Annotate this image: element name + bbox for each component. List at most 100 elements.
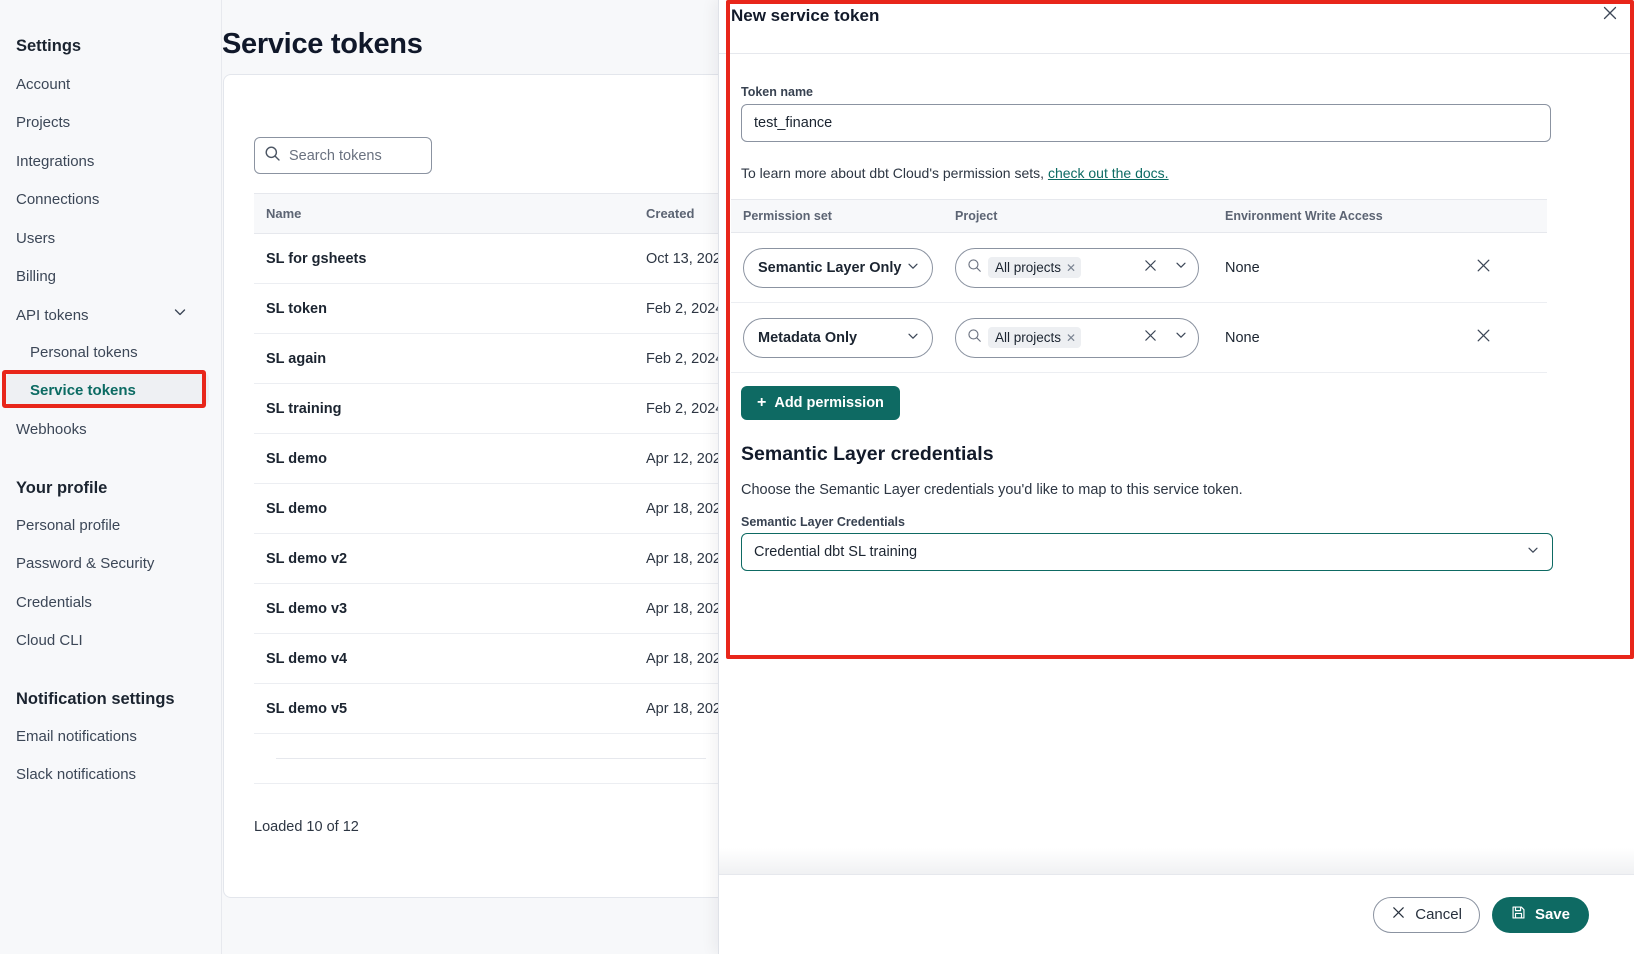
permission-set-value: Semantic Layer Only bbox=[758, 259, 902, 276]
project-chip: All projects ✕ bbox=[988, 257, 1082, 278]
cell-token-name: SL demo v5 bbox=[254, 683, 634, 734]
add-permission-label: Add permission bbox=[774, 395, 884, 411]
sidebar-item-personal-profile[interactable]: Personal profile bbox=[16, 517, 121, 534]
sidebar-item-api-tokens[interactable]: API tokens bbox=[0, 307, 222, 325]
project-chip: All projects ✕ bbox=[988, 327, 1082, 348]
chevron-down-icon bbox=[1526, 543, 1540, 561]
permission-set-cell: Semantic Layer Only bbox=[731, 232, 943, 303]
column-header-environment-write-access: Environment Write Access bbox=[1213, 199, 1463, 233]
search-input[interactable] bbox=[289, 147, 419, 164]
cancel-label: Cancel bbox=[1415, 906, 1462, 923]
cell-token-name: SL demo v2 bbox=[254, 533, 634, 584]
sidebar-item-integrations[interactable]: Integrations bbox=[16, 153, 95, 170]
environment-write-access-value: None bbox=[1213, 302, 1463, 373]
permission-set-value: Metadata Only bbox=[758, 329, 858, 346]
sidebar-item-projects[interactable]: Projects bbox=[16, 114, 71, 131]
modal-title: New service token bbox=[731, 6, 880, 25]
sidebar-heading-your-profile: Your profile bbox=[16, 479, 108, 497]
sidebar-item-users[interactable]: Users bbox=[16, 230, 56, 247]
modal-footer: Cancel Save bbox=[719, 874, 1634, 954]
modal-header: New service token bbox=[719, 0, 1634, 54]
clear-selection-icon[interactable] bbox=[1143, 328, 1158, 348]
project-cell: All projects ✕ bbox=[943, 232, 1213, 303]
permission-docs-helper: To learn more about dbt Cloud's permissi… bbox=[741, 165, 1169, 181]
add-permission-button[interactable]: + Add permission bbox=[741, 386, 900, 420]
sidebar-item-webhooks[interactable]: Webhooks bbox=[16, 421, 87, 438]
table-footer-cell bbox=[254, 733, 706, 784]
cell-token-name: SL token bbox=[254, 283, 634, 334]
cell-token-name: SL demo v4 bbox=[254, 633, 634, 684]
sidebar-item-password-security[interactable]: Password & Security bbox=[16, 555, 155, 572]
token-name-input[interactable] bbox=[741, 104, 1551, 142]
settings-sidebar: Settings Account Projects Integrations C… bbox=[0, 0, 222, 954]
sidebar-item-slack-notifications[interactable]: Slack notifications bbox=[16, 766, 137, 783]
plus-icon: + bbox=[757, 394, 767, 411]
new-service-token-panel: New service token Token name To learn mo… bbox=[718, 0, 1634, 954]
chevron-down-icon[interactable] bbox=[1174, 258, 1188, 277]
sidebar-item-account[interactable]: Account bbox=[16, 76, 71, 93]
search-icon bbox=[967, 258, 982, 278]
save-button[interactable]: Save bbox=[1491, 896, 1589, 933]
sidebar-item-service-tokens[interactable]: Service tokens bbox=[30, 382, 136, 399]
permission-set-select[interactable]: Semantic Layer Only bbox=[743, 247, 933, 288]
chevron-down-icon bbox=[906, 329, 920, 347]
save-label: Save bbox=[1534, 906, 1570, 923]
permissions-table: Permission set Project Environment Write… bbox=[731, 199, 1547, 373]
sidebar-item-connections[interactable]: Connections bbox=[16, 191, 100, 208]
permission-set-select[interactable]: Metadata Only bbox=[743, 317, 933, 358]
save-disk-icon bbox=[1511, 905, 1526, 924]
column-header-permission-set: Permission set bbox=[731, 199, 943, 233]
page-title: Service tokens bbox=[222, 28, 423, 60]
sidebar-active-highlight bbox=[6, 373, 209, 405]
cell-token-name: SL demo bbox=[254, 433, 634, 484]
clear-selection-icon[interactable] bbox=[1143, 258, 1158, 278]
project-multiselect[interactable]: All projects ✕ bbox=[955, 317, 1199, 358]
token-name-label: Token name bbox=[741, 85, 814, 99]
cancel-button[interactable]: Cancel bbox=[1373, 896, 1480, 933]
chip-remove-icon[interactable]: ✕ bbox=[1066, 260, 1077, 275]
chevron-down-icon[interactable] bbox=[172, 304, 186, 318]
divider bbox=[276, 758, 706, 759]
permission-row: Metadata Only bbox=[731, 302, 1547, 373]
permission-row: Semantic Layer Only bbox=[731, 232, 1547, 303]
close-icon[interactable] bbox=[1601, 4, 1621, 24]
modal-body: Token name To learn more about dbt Cloud… bbox=[719, 54, 1634, 874]
project-multiselect[interactable]: All projects ✕ bbox=[955, 247, 1199, 288]
column-header-name[interactable]: Name bbox=[254, 193, 634, 234]
sidebar-item-credentials[interactable]: Credentials bbox=[16, 594, 92, 611]
project-cell: All projects ✕ bbox=[943, 302, 1213, 373]
sidebar-heading-notification-settings: Notification settings bbox=[16, 690, 175, 708]
chip-remove-icon[interactable]: ✕ bbox=[1066, 330, 1077, 345]
remove-permission-icon[interactable] bbox=[1475, 259, 1492, 278]
close-icon bbox=[1391, 905, 1406, 924]
remove-permission-cell bbox=[1463, 302, 1547, 373]
sidebar-item-email-notifications[interactable]: Email notifications bbox=[16, 728, 137, 745]
search-icon bbox=[967, 328, 982, 348]
search-icon bbox=[264, 145, 281, 167]
check-out-docs-link[interactable]: check out the docs. bbox=[1047, 165, 1169, 181]
sidebar-heading-settings: Settings bbox=[16, 37, 82, 55]
semantic-layer-credentials-select[interactable]: Credential dbt SL training bbox=[741, 533, 1553, 571]
environment-write-access-value: None bbox=[1213, 232, 1463, 303]
sidebar-item-api-tokens-label: API tokens bbox=[16, 307, 89, 324]
cell-token-name: SL demo v3 bbox=[254, 583, 634, 634]
semantic-layer-credentials-label: Semantic Layer Credentials bbox=[741, 515, 905, 529]
loaded-count-label: Loaded 10 of 12 bbox=[254, 819, 359, 835]
chevron-down-icon[interactable] bbox=[1174, 328, 1188, 347]
permissions-body: Semantic Layer Only bbox=[731, 232, 1547, 373]
cell-token-name: SL demo bbox=[254, 483, 634, 534]
semantic-layer-description: Choose the Semantic Layer credentials yo… bbox=[741, 482, 1243, 498]
helper-text: To learn more about dbt Cloud's permissi… bbox=[741, 165, 1048, 181]
semantic-layer-credentials-value: Credential dbt SL training bbox=[754, 544, 918, 560]
sidebar-item-cloud-cli[interactable]: Cloud CLI bbox=[16, 632, 83, 649]
column-header-project: Project bbox=[943, 199, 1213, 233]
search-tokens-field[interactable] bbox=[254, 137, 432, 174]
cell-token-name: SL training bbox=[254, 383, 634, 434]
cell-token-name: SL for gsheets bbox=[254, 233, 634, 284]
sidebar-item-billing[interactable]: Billing bbox=[16, 268, 57, 285]
permissions-header-row: Permission set Project Environment Write… bbox=[731, 199, 1547, 233]
sidebar-item-personal-tokens[interactable]: Personal tokens bbox=[30, 344, 138, 361]
remove-permission-icon[interactable] bbox=[1475, 329, 1492, 348]
permission-set-cell: Metadata Only bbox=[731, 302, 943, 373]
